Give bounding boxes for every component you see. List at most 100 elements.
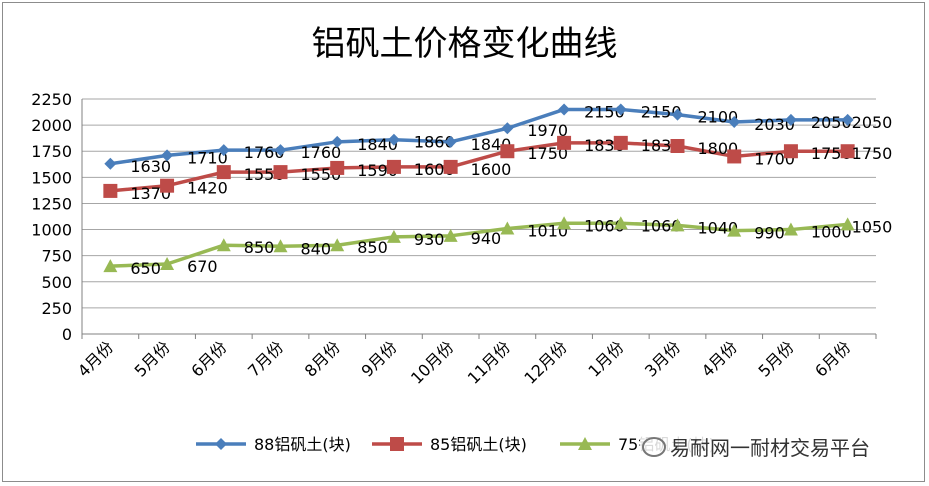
series-line <box>110 141 848 193</box>
data-label: 1760 <box>301 143 342 162</box>
data-label: 650 <box>130 259 161 278</box>
watermark-text: 易耐网一耐材交易平台 <box>670 436 870 460</box>
data-point <box>671 108 684 121</box>
chart-title: 铝矾土价格变化曲线 <box>311 24 618 64</box>
x-tick-label: 6月份 <box>187 337 230 380</box>
y-tick-label: 2250 <box>31 90 72 109</box>
data-point <box>558 103 571 116</box>
data-point <box>670 139 685 153</box>
data-point <box>613 135 628 150</box>
data-point <box>557 216 572 230</box>
data-point <box>274 144 287 157</box>
legend-label: 88铝矾土(块) <box>254 435 351 454</box>
data-label: 1000 <box>811 223 852 242</box>
y-tick-label: 0 <box>62 325 72 344</box>
data-point <box>840 217 855 231</box>
data-label: 1050 <box>852 217 893 236</box>
data-point <box>386 159 401 174</box>
data-label: 1420 <box>187 179 228 198</box>
y-tick-label: 1000 <box>31 221 72 240</box>
y-tick-label: 750 <box>41 247 72 266</box>
x-tick-label: 1月份 <box>584 337 627 380</box>
data-point <box>728 115 741 128</box>
data-label: 2050 <box>811 113 852 132</box>
x-tick-label: 9月份 <box>357 337 400 380</box>
data-point <box>330 160 345 175</box>
data-point <box>330 238 345 252</box>
x-tick-label: 6月份 <box>811 337 854 380</box>
data-point <box>443 159 458 174</box>
data-label: 990 <box>754 224 785 243</box>
data-point <box>727 149 742 164</box>
x-tick-label: 11月份 <box>464 337 514 387</box>
x-tick-label: 8月份 <box>301 337 344 380</box>
data-point <box>161 149 174 162</box>
data-label: 940 <box>471 229 502 248</box>
x-tick-label: 4月份 <box>698 337 741 380</box>
data-label: 2030 <box>754 115 795 134</box>
data-point <box>840 144 855 159</box>
data-point <box>444 135 457 148</box>
y-tick-label: 2000 <box>31 116 72 135</box>
data-point <box>443 228 458 242</box>
data-label: 840 <box>301 239 332 258</box>
data-label: 1010 <box>527 222 568 241</box>
data-point <box>273 239 288 253</box>
data-label: 2050 <box>852 113 893 132</box>
data-label: 2100 <box>698 108 739 127</box>
legend-marker <box>578 437 592 450</box>
data-point <box>783 144 798 159</box>
data-label: 930 <box>414 230 445 249</box>
data-point <box>216 238 231 252</box>
data-point <box>104 157 117 170</box>
y-tick-label: 1250 <box>31 194 72 213</box>
data-point <box>160 178 175 193</box>
data-point <box>557 135 572 150</box>
data-point <box>501 122 514 135</box>
data-label: 1840 <box>357 135 398 154</box>
watermark: 易耐网一耐材交易平台 <box>640 432 872 461</box>
data-point <box>387 133 400 146</box>
data-label: 1040 <box>698 218 739 237</box>
legend-marker <box>215 438 227 450</box>
x-tick-label: 5月份 <box>754 337 797 380</box>
data-label: 1600 <box>471 160 512 179</box>
data-point <box>613 216 628 230</box>
x-tick-label: 3月份 <box>641 337 684 380</box>
data-label: 1750 <box>852 144 893 163</box>
data-label: 2150 <box>584 102 625 121</box>
data-label: 1630 <box>130 157 171 176</box>
series-line <box>110 107 848 166</box>
data-point <box>160 257 175 271</box>
legend-marker <box>390 437 404 451</box>
data-point <box>727 223 742 237</box>
data-point <box>614 103 627 116</box>
data-point <box>841 113 854 126</box>
data-label: 670 <box>187 257 218 276</box>
data-label: 2150 <box>641 102 682 121</box>
data-point <box>273 165 288 180</box>
data-point <box>103 259 118 273</box>
data-label: 850 <box>244 238 275 257</box>
data-point <box>331 135 344 148</box>
y-tick-label: 1500 <box>31 168 72 187</box>
data-point <box>784 113 797 126</box>
legend-label: 85铝矾土(块) <box>430 435 527 454</box>
data-point <box>216 165 231 180</box>
data-point <box>386 229 401 243</box>
data-label: 1970 <box>527 121 568 140</box>
x-tick-label: 5月份 <box>131 337 174 380</box>
y-tick-label: 250 <box>41 299 72 318</box>
x-tick-label: 12月份 <box>520 337 570 387</box>
data-point <box>670 218 685 232</box>
data-point <box>500 144 515 159</box>
data-label: 850 <box>357 238 388 257</box>
x-tick-label: 7月份 <box>244 337 287 380</box>
x-tick-label: 4月份 <box>74 337 117 380</box>
data-label: 1710 <box>187 148 228 167</box>
series-line <box>110 221 848 268</box>
data-point <box>500 221 515 235</box>
data-label: 1760 <box>244 143 285 162</box>
